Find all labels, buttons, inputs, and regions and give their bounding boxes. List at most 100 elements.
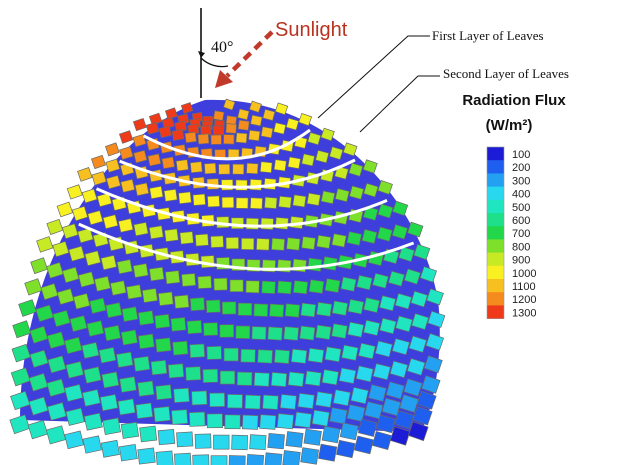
leaf-tile <box>119 376 137 393</box>
leaf-tile <box>155 384 173 401</box>
leaf-tile <box>66 184 83 200</box>
leaf-tile <box>235 179 248 191</box>
leaf-tile <box>267 326 283 341</box>
leaf-tile <box>395 315 413 333</box>
legend-swatch <box>487 239 504 253</box>
layer-gap <box>119 158 356 189</box>
legend-swatch <box>487 173 504 187</box>
leaf-tile <box>82 435 102 454</box>
leaf-tile <box>321 369 340 386</box>
leaf-tile <box>304 370 322 387</box>
leaf-tile <box>413 243 431 260</box>
legend-tick-label: 300 <box>512 175 530 187</box>
leaf-tile <box>133 221 149 237</box>
leaf-tile <box>154 313 171 329</box>
leaf-tile <box>260 126 274 139</box>
leaf-tile <box>321 425 341 444</box>
leaf-tile <box>102 214 119 230</box>
leaf-tile <box>294 411 313 429</box>
legend-tick-label: 900 <box>512 255 530 267</box>
leaf-tile <box>246 162 259 175</box>
leaf-tile <box>118 443 138 462</box>
leaf-tile <box>91 154 107 170</box>
leaf-tile <box>68 245 86 262</box>
leaf-tile <box>298 112 313 127</box>
leaf-tile <box>228 455 246 465</box>
leaf-tile <box>173 452 192 465</box>
leaf-tile <box>353 435 374 455</box>
leaf-tile <box>391 224 409 240</box>
leaf-tile <box>357 418 378 437</box>
leaf-tile <box>287 371 305 387</box>
angle-arc <box>200 57 229 68</box>
leaf-tile <box>99 393 119 412</box>
leaf-tile <box>62 266 80 284</box>
leaf-tile <box>109 280 127 296</box>
leaf-tile <box>46 218 64 235</box>
leaf-tile <box>202 368 219 383</box>
leaf-tile <box>334 165 349 180</box>
leaf-tile <box>232 163 245 175</box>
leaf-tile <box>10 390 31 411</box>
leaf-tile <box>389 360 409 379</box>
leaf-tile <box>267 433 285 450</box>
legend-tick-label: 700 <box>512 228 530 240</box>
leaf-tile <box>328 146 344 160</box>
leaf-tile <box>237 119 250 131</box>
leaf-tile <box>407 421 429 442</box>
legend-tick-label: 1200 <box>512 294 536 306</box>
layer-gap <box>95 187 388 228</box>
leaf-tile <box>276 413 295 430</box>
leaf-tile <box>257 349 273 364</box>
legend-tick-label: 400 <box>512 189 530 201</box>
leaf-tile <box>249 197 263 210</box>
legend-units: (W/m²) <box>486 117 533 134</box>
leaf-tile <box>264 452 283 465</box>
leaf-tile <box>277 280 293 295</box>
leaf-tile <box>279 393 297 410</box>
leaf-tile <box>185 366 202 381</box>
leaf-tile <box>372 272 389 289</box>
leaf-tile <box>24 278 43 296</box>
leaf-tile <box>320 127 335 142</box>
leaf-tile <box>300 447 320 465</box>
leaf-tile <box>221 196 235 209</box>
leaf-tile <box>318 443 338 462</box>
leaf-tile <box>259 161 273 174</box>
leaf-tile <box>316 301 333 317</box>
leaf-tile <box>385 381 405 400</box>
second-layer-leader-line <box>359 75 440 133</box>
leaf-tile <box>249 434 267 451</box>
leaf-tile <box>69 315 88 333</box>
leaf-tile <box>249 178 263 191</box>
leaf-tile <box>403 378 423 397</box>
leaf-tile <box>301 236 316 250</box>
leaf-tile <box>374 340 393 358</box>
leaf-tile <box>35 304 54 323</box>
leaf-tile <box>427 310 446 328</box>
leaf-tile <box>403 268 421 285</box>
leaf-tile <box>286 237 301 251</box>
leaf-tile <box>283 326 300 341</box>
legend-tick-label: 1300 <box>512 307 536 319</box>
leaf-tile <box>171 129 185 141</box>
leaf-tile <box>139 425 158 443</box>
leaf-tile <box>94 275 111 292</box>
leaf-tile <box>377 203 394 219</box>
leaf-tile <box>155 450 174 465</box>
leaf-tile <box>64 430 85 450</box>
leaf-tile <box>241 414 259 430</box>
leaf-tile <box>235 197 249 209</box>
leaf-tile <box>184 131 197 144</box>
leaf-tile <box>368 384 387 402</box>
leaf-tile <box>81 188 98 204</box>
leaf-tile <box>292 194 307 208</box>
leaf-tile <box>205 299 221 314</box>
leaf-tile <box>410 290 428 308</box>
leaf-tile <box>412 406 433 426</box>
leaf-tile <box>189 161 203 174</box>
leaf-tile <box>158 125 172 139</box>
legend-tick-label: 1000 <box>512 268 536 280</box>
leaf-tile <box>197 275 212 290</box>
